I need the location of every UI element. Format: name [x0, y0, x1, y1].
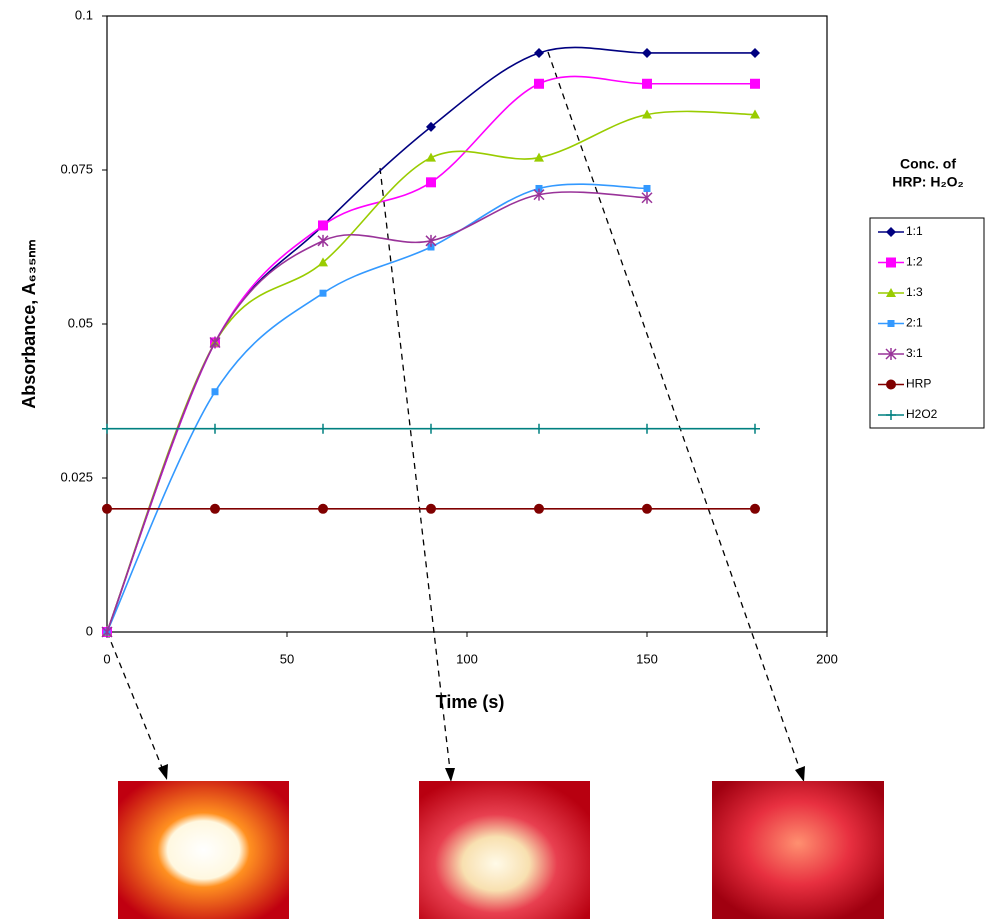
y-tick-label: 0: [86, 623, 93, 638]
marker: [534, 152, 544, 162]
legend-label: 1:2: [906, 255, 923, 269]
legend-label: 1:1: [906, 224, 923, 238]
plot-area: [106, 15, 828, 633]
marker: [426, 152, 436, 162]
marker: [211, 388, 219, 396]
marker: [750, 423, 760, 434]
marker: [533, 188, 545, 201]
marker: [317, 234, 329, 247]
y-tick-label: 0.1: [75, 7, 93, 22]
x-tick-label: 0: [103, 651, 110, 666]
y-tick-label: 0.025: [60, 469, 93, 484]
marker: [102, 423, 112, 434]
legend-title: Conc. of: [900, 156, 956, 172]
marker: [750, 503, 760, 514]
marker: [641, 191, 653, 204]
marker: [426, 503, 436, 514]
marker: [319, 289, 327, 297]
marker: [210, 423, 220, 434]
photo: [118, 781, 289, 919]
marker: [318, 423, 328, 434]
marker: [886, 379, 896, 390]
marker: [886, 288, 896, 297]
marker: [750, 47, 760, 58]
marker: [426, 121, 436, 132]
marker: [886, 227, 896, 237]
x-tick-label: 50: [280, 651, 294, 666]
marker: [318, 503, 328, 514]
x-tick-label: 100: [456, 651, 478, 666]
marker: [750, 109, 760, 119]
marker: [427, 243, 435, 251]
marker: [534, 47, 544, 58]
marker: [102, 503, 112, 514]
marker: [642, 47, 652, 58]
marker: [887, 320, 895, 327]
legend-label: H2O2: [906, 407, 938, 421]
marker: [643, 184, 651, 192]
arrow-heads: [158, 764, 805, 782]
marker: [885, 348, 897, 360]
marker: [535, 184, 543, 192]
marker: [642, 503, 652, 514]
marker: [425, 234, 437, 247]
marker: [886, 410, 896, 420]
series-line: [106, 183, 648, 633]
photo: [419, 781, 590, 919]
legend-label: HRP: [906, 377, 931, 391]
marker: [534, 78, 544, 89]
legend-label: 1:3: [906, 285, 923, 299]
photo: [712, 781, 884, 919]
x-tick-label: 150: [636, 651, 658, 666]
marker: [534, 503, 544, 514]
marker: [426, 177, 436, 188]
x-axis-title: Time (s): [436, 692, 505, 712]
y-tick-label: 0.075: [60, 161, 93, 176]
marker: [886, 257, 896, 268]
marker: [210, 503, 220, 514]
marker: [534, 423, 544, 434]
marker: [642, 423, 652, 434]
legend-title: HRP: H₂O₂: [892, 174, 964, 190]
marker: [318, 220, 328, 231]
x-tick-label: 200: [816, 651, 838, 666]
series-line: [106, 110, 756, 633]
marker: [101, 626, 113, 638]
marker: [642, 78, 652, 89]
arrows: [106, 51, 801, 771]
marker: [750, 78, 760, 89]
marker: [318, 257, 328, 267]
series-line: [106, 46, 755, 633]
legend-label: 2:1: [906, 316, 923, 330]
legend-label: 3:1: [906, 346, 923, 360]
marker: [642, 109, 652, 119]
y-tick-label: 0.05: [68, 315, 93, 330]
y-axis-title: Absorbance, A₆₃₅ₙₘ: [19, 239, 39, 409]
marker: [426, 423, 436, 434]
marker: [209, 336, 221, 349]
series-line: [106, 191, 648, 633]
